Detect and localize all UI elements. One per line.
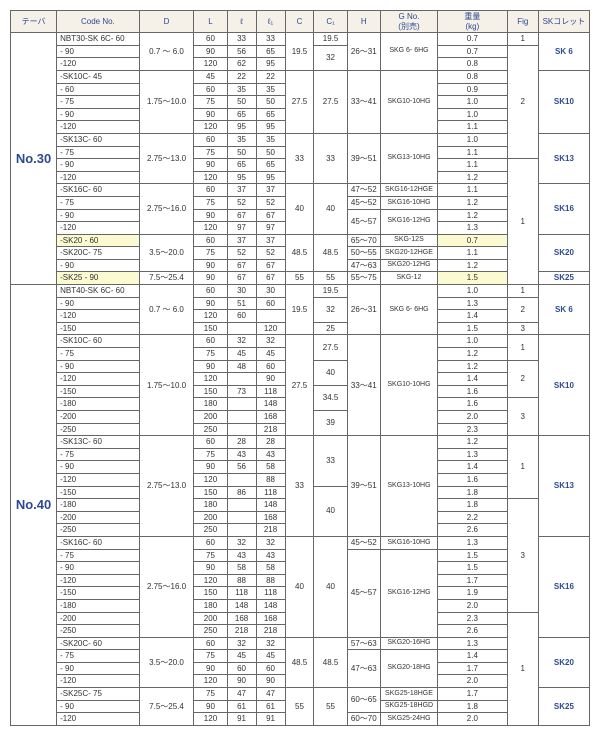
spec-table: テーバCode No.DLℓℓ₁CC₁HG No.(別売)重量(kg)FigSK… — [10, 10, 590, 726]
